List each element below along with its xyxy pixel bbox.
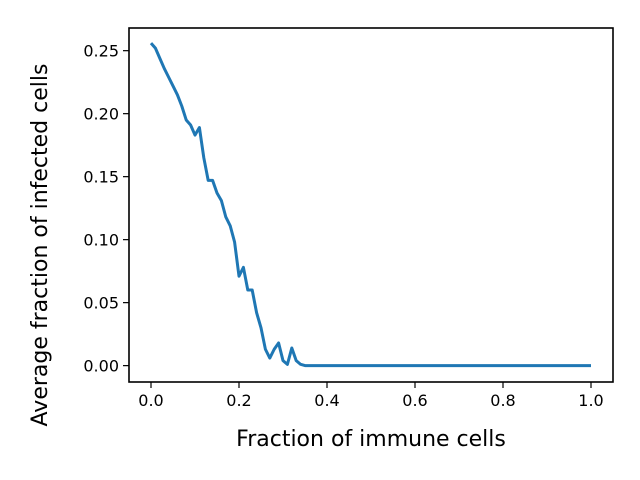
- plot-area: [129, 28, 613, 382]
- x-tick-label: 1.0: [578, 391, 603, 410]
- x-tick-label: 0.4: [314, 391, 339, 410]
- y-tick-label: 0.05: [83, 294, 119, 313]
- x-tick-label: 0.0: [138, 391, 163, 410]
- y-axis-ticks: 0.00 0.05 0.10 0.15 0.20 0.25: [83, 42, 129, 376]
- x-axis-ticks: 0.0 0.2 0.4 0.6 0.8 1.0: [138, 382, 604, 410]
- y-tick-label: 0.10: [83, 231, 119, 250]
- x-tick-label: 0.6: [402, 391, 427, 410]
- x-tick-label: 0.8: [490, 391, 515, 410]
- y-tick-label: 0.25: [83, 42, 119, 61]
- chart-marks: [149, 42, 591, 368]
- y-tick-label: 0.00: [83, 357, 119, 376]
- y-tick-label: 0.20: [83, 105, 119, 124]
- x-axis-label: Fraction of immune cells: [236, 427, 506, 452]
- series-line-0: [149, 42, 591, 368]
- y-tick-label: 0.15: [83, 168, 119, 187]
- y-axis-label: Average fraction of infected cells: [28, 64, 53, 427]
- x-tick-label: 0.2: [226, 391, 251, 410]
- plot-frame: [128, 27, 614, 383]
